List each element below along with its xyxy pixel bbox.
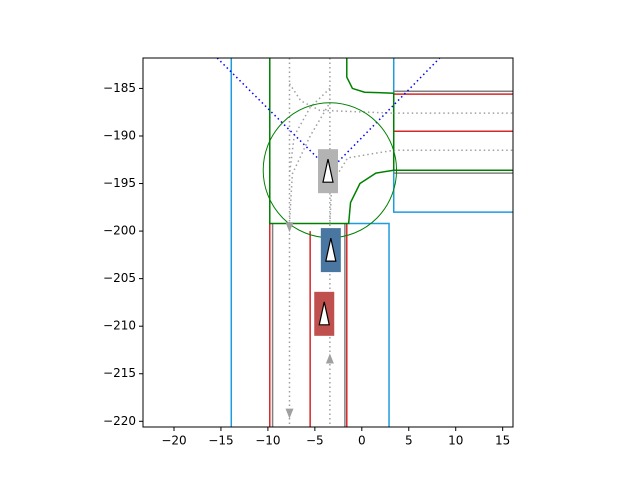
lane-line — [288, 87, 331, 175]
y-tick-label: −200 — [103, 224, 136, 238]
x-tick-label: 0 — [358, 434, 366, 448]
y-tick-label: −185 — [103, 81, 136, 95]
x-tick-label: 15 — [495, 434, 510, 448]
arrow — [285, 222, 294, 233]
x-tick-label: −20 — [161, 434, 186, 448]
x-tick-label: −5 — [306, 434, 324, 448]
vehicle-heading — [322, 159, 334, 183]
arrow — [325, 353, 334, 364]
vehicle-heading — [325, 237, 337, 262]
arrow — [285, 408, 294, 419]
y-tick-label: −190 — [103, 128, 136, 142]
x-tick-label: 5 — [405, 434, 413, 448]
lane-line — [288, 83, 394, 114]
lane-line — [329, 149, 394, 224]
lane-line — [346, 58, 513, 171]
lane-line — [269, 58, 394, 225]
x-tick-label: −10 — [255, 434, 280, 448]
x-tick-label: −15 — [208, 434, 233, 448]
y-tick-label: −205 — [103, 271, 136, 285]
x-tick-label: 10 — [448, 434, 463, 448]
lane-line — [392, 58, 513, 213]
vehicle-heading — [318, 301, 330, 326]
axes-frame — [142, 57, 514, 428]
y-tick-label: −195 — [103, 176, 136, 190]
y-tick-label: −220 — [103, 414, 136, 428]
y-tick-label: −215 — [103, 366, 136, 380]
lane-line — [348, 222, 390, 427]
y-tick-label: −210 — [103, 319, 136, 333]
plot-area — [216, 58, 513, 427]
axes: −20 −15 −10 −5 0 5 10 15 −185 −190 −195 −200 −205 −21… — [103, 81, 510, 448]
